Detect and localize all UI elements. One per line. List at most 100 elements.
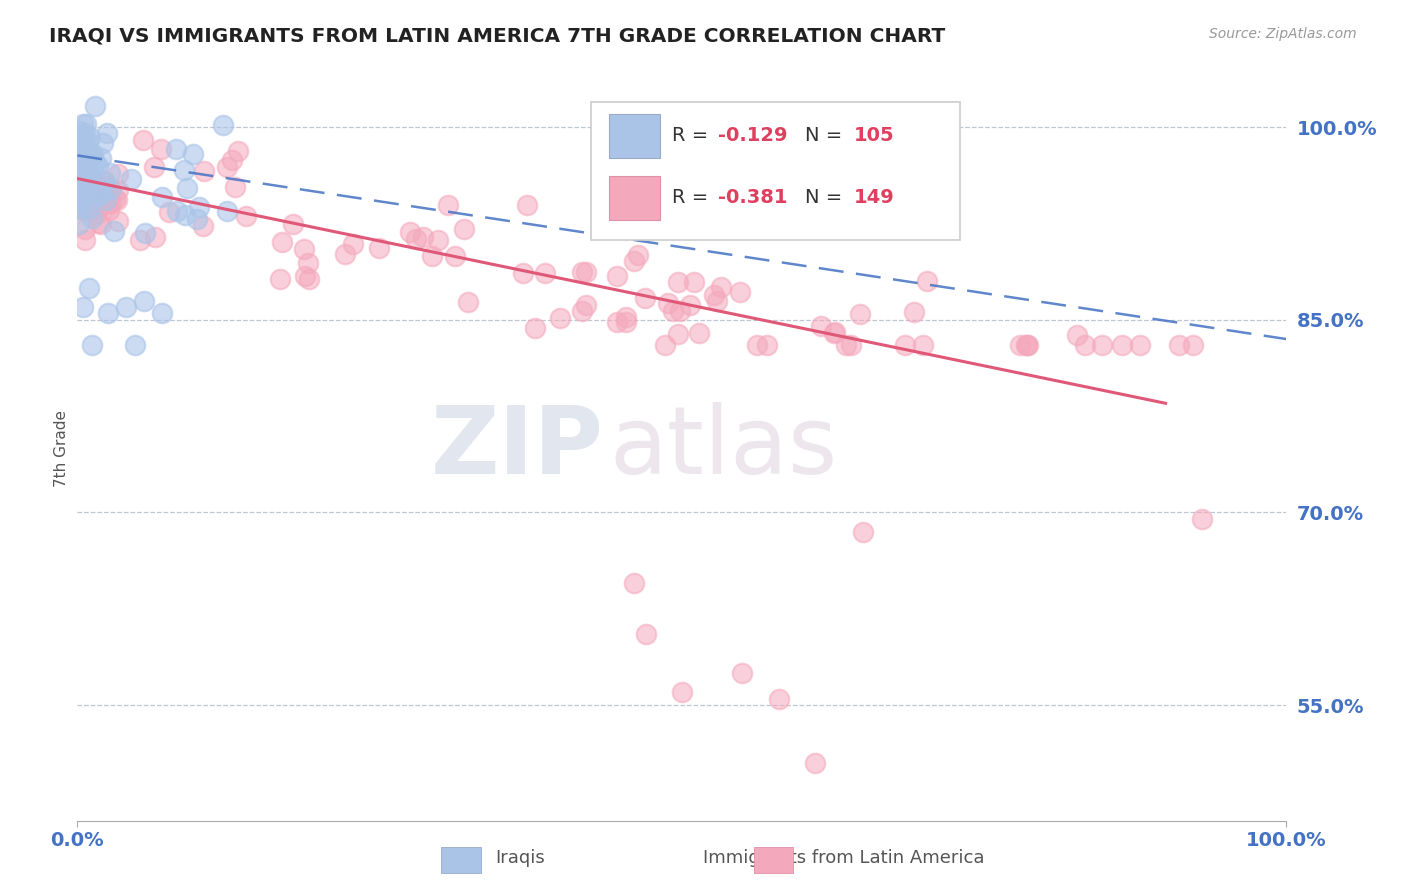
Point	[634, 292, 657, 306]
Point	[368, 241, 391, 255]
Point	[77, 167, 100, 181]
Point	[575, 265, 598, 279]
Point	[72, 117, 94, 131]
Point	[810, 318, 832, 333]
Point	[84, 186, 107, 200]
Point	[150, 143, 173, 157]
Point	[66, 154, 89, 169]
FancyBboxPatch shape	[592, 102, 960, 240]
Point	[70, 128, 93, 142]
Point	[100, 182, 122, 196]
Point	[82, 188, 104, 202]
Point	[73, 188, 96, 202]
Point	[84, 194, 107, 209]
Point	[804, 756, 827, 770]
Point	[1074, 338, 1097, 352]
Point	[550, 310, 572, 325]
Point	[72, 169, 94, 183]
Point	[124, 338, 146, 352]
Point	[1167, 338, 1189, 352]
Point	[157, 205, 180, 219]
Point	[80, 177, 103, 191]
Point	[212, 118, 235, 132]
Point	[420, 249, 443, 263]
Point	[1191, 512, 1213, 526]
Point	[84, 176, 107, 190]
Point	[298, 272, 321, 286]
Point	[67, 186, 90, 200]
Point	[67, 192, 90, 206]
Point	[75, 117, 97, 131]
Point	[91, 136, 114, 150]
Point	[96, 126, 118, 140]
Point	[270, 235, 292, 249]
Point	[79, 176, 101, 190]
Point	[166, 204, 188, 219]
Point	[100, 194, 122, 209]
Point	[627, 248, 650, 262]
Point	[77, 169, 100, 184]
Point	[235, 209, 257, 223]
Point	[69, 174, 91, 188]
Y-axis label: 7th Grade: 7th Grade	[53, 409, 69, 487]
Point	[132, 293, 155, 308]
Point	[72, 300, 94, 314]
Point	[176, 181, 198, 195]
Point	[1008, 338, 1031, 352]
Point	[72, 141, 94, 155]
Point	[70, 135, 93, 149]
Point	[70, 153, 93, 167]
Point	[292, 242, 315, 256]
Point	[297, 256, 319, 270]
Point	[69, 145, 91, 160]
Point	[69, 178, 91, 193]
Point	[105, 194, 128, 208]
Point	[72, 181, 94, 195]
Point	[682, 275, 704, 289]
Text: N =: N =	[806, 188, 849, 208]
Point	[82, 146, 104, 161]
Point	[142, 160, 165, 174]
Point	[72, 144, 94, 158]
Point	[69, 173, 91, 187]
Point	[342, 236, 364, 251]
Text: -0.381: -0.381	[718, 188, 787, 208]
Point	[824, 325, 846, 339]
Point	[98, 189, 121, 203]
Point	[1091, 338, 1114, 352]
Point	[69, 202, 91, 217]
Point	[107, 167, 129, 181]
Point	[614, 315, 637, 329]
Point	[66, 155, 89, 169]
Point	[903, 304, 925, 318]
Point	[72, 194, 94, 208]
Point	[193, 163, 215, 178]
Text: N =: N =	[806, 126, 849, 145]
Point	[69, 189, 91, 203]
Point	[73, 162, 96, 177]
Point	[94, 176, 117, 190]
Point	[453, 221, 475, 235]
Point	[72, 150, 94, 164]
Point	[706, 294, 728, 309]
Point	[70, 191, 93, 205]
Point	[728, 285, 751, 299]
Point	[79, 166, 101, 180]
Point	[67, 123, 90, 137]
Point	[98, 166, 121, 180]
Point	[269, 271, 291, 285]
Point	[1129, 338, 1152, 352]
Point	[132, 133, 155, 147]
Point	[534, 266, 557, 280]
Point	[76, 194, 98, 209]
Point	[94, 178, 117, 193]
Point	[333, 247, 356, 261]
Point	[69, 176, 91, 190]
Point	[571, 265, 593, 279]
Point	[654, 338, 676, 352]
Point	[181, 147, 204, 161]
Point	[90, 186, 112, 201]
Point	[294, 269, 316, 284]
Point	[79, 129, 101, 144]
Point	[80, 193, 103, 207]
